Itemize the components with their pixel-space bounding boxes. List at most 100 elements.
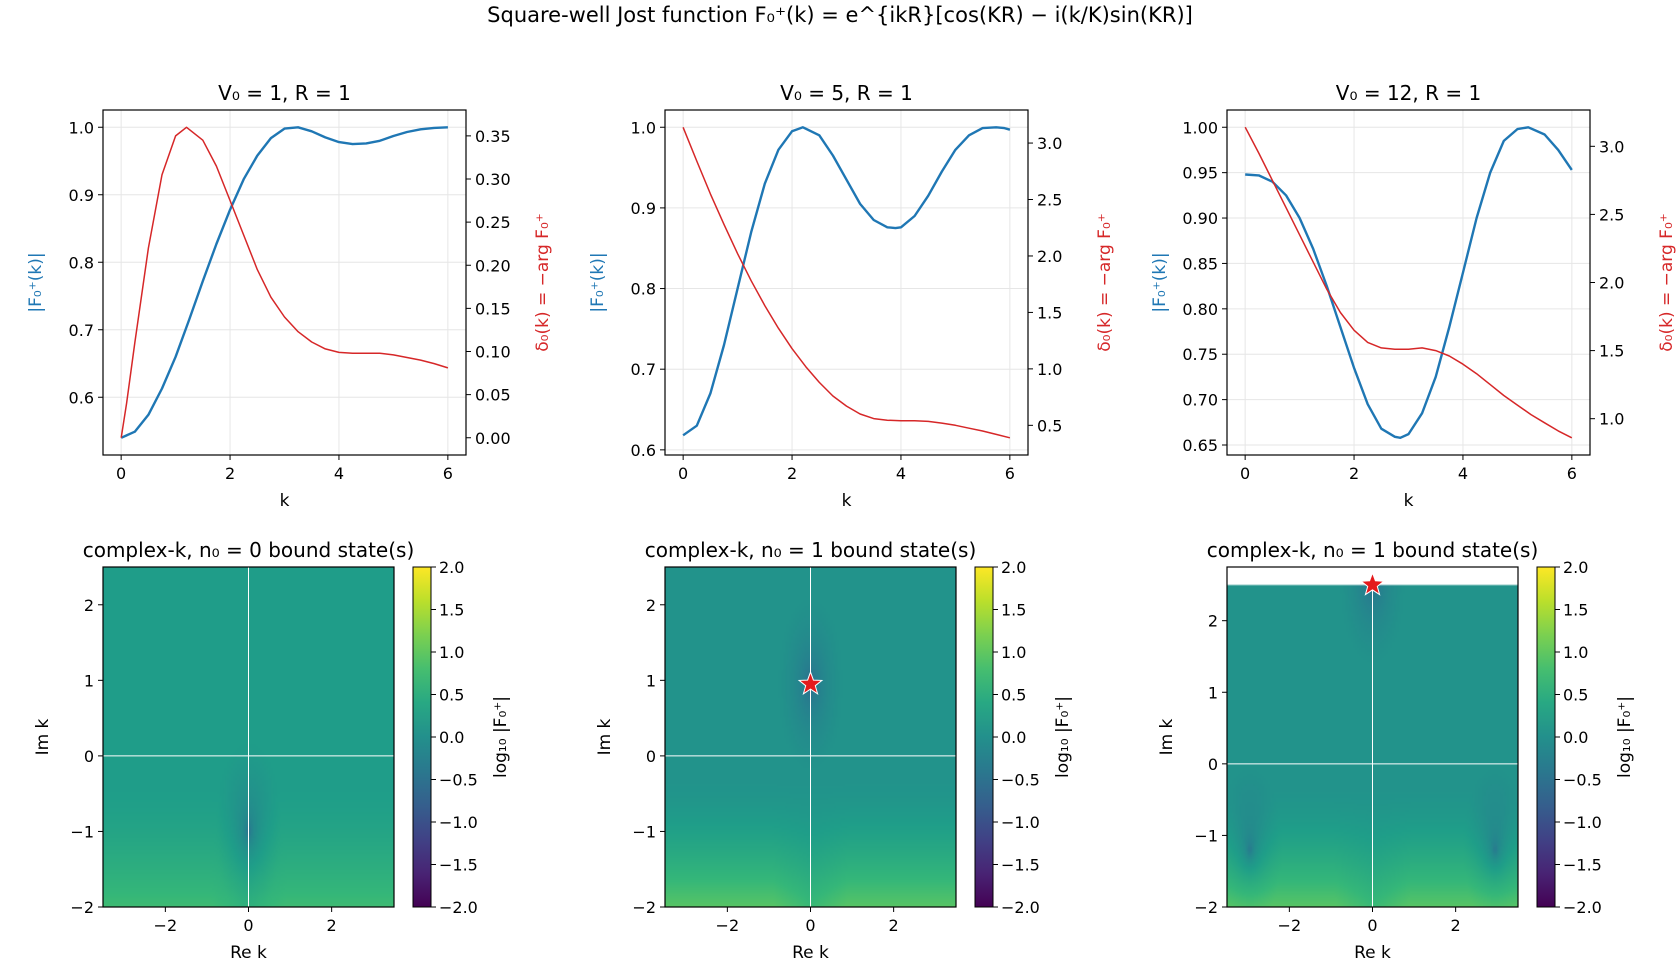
y-right-tick-label: 0.20 bbox=[475, 256, 511, 275]
y-left-tick-label: 0.7 bbox=[631, 360, 656, 379]
x-axis-label: k bbox=[280, 491, 290, 511]
y-right-tick-label: 0.10 bbox=[475, 343, 511, 362]
y-tick-label: 1 bbox=[646, 671, 656, 690]
x-tick-label: 6 bbox=[443, 464, 453, 483]
x-tick-label: 0 bbox=[116, 464, 126, 483]
heatmap-panel-3: −2 0 2 −2 −1 0 1 2 complex-k, n₀ = 1 bound state… bbox=[1157, 538, 1635, 963]
colorbar-tick-label: 1.5 bbox=[1563, 601, 1588, 620]
colorbar-tick-label: 0.0 bbox=[439, 728, 464, 747]
x-tick-label: 0 bbox=[1240, 464, 1250, 483]
colorbar-tick-label: −0.5 bbox=[1563, 771, 1602, 790]
x-tick-label: 2 bbox=[327, 916, 337, 935]
panel-title: V₀ = 1, R = 1 bbox=[218, 81, 351, 105]
bound-state-star-marker bbox=[797, 670, 824, 695]
y-tick-label: 0 bbox=[84, 747, 94, 766]
colorbar-tick-label: −1.5 bbox=[1563, 856, 1602, 875]
colorbar-tick-label: 0.0 bbox=[1001, 728, 1026, 747]
y-left-tick-label: 0.65 bbox=[1182, 436, 1218, 455]
colorbar-tick-label: −0.5 bbox=[439, 771, 478, 790]
phase-line bbox=[1244, 126, 1573, 439]
y-left-tick-label: 0.6 bbox=[69, 388, 94, 407]
y-tick-label: −1 bbox=[1194, 826, 1218, 845]
x-tick-label: −2 bbox=[154, 916, 178, 935]
magnitude-line bbox=[682, 126, 1011, 437]
colorbar-tick-label: −1.0 bbox=[439, 813, 478, 832]
y-tick-label: −2 bbox=[1194, 898, 1218, 917]
x-tick-label: 0 bbox=[243, 916, 253, 935]
line-chart-panel-3: 0 2 4 6 0.65 0.70 0.75 0.80 0.85 0.90 0.95 1.00 1.0 1… bbox=[1150, 81, 1677, 511]
y-left-tick-label: 0.6 bbox=[631, 441, 656, 460]
y-right-tick-label: 0.00 bbox=[475, 429, 511, 448]
colorbar-tick-label: 2.0 bbox=[1563, 558, 1588, 577]
panel-title: V₀ = 12, R = 1 bbox=[1336, 81, 1481, 105]
axes-frame bbox=[102, 109, 467, 456]
colorbar-tick-label: −2.0 bbox=[439, 898, 478, 917]
y-right-tick-label: 3.0 bbox=[1599, 137, 1624, 156]
colorbar-tick-label: 1.0 bbox=[1563, 643, 1588, 662]
axes-frame bbox=[1226, 109, 1591, 456]
x-tick-label: 0 bbox=[678, 464, 688, 483]
y-tick-label: 1 bbox=[84, 671, 94, 690]
y-tick-label: 2 bbox=[646, 596, 656, 615]
y-left-tick-label: 0.8 bbox=[69, 253, 94, 272]
panel-title: complex-k, n₀ = 0 bound state(s) bbox=[83, 538, 415, 562]
colorbar-tick-label: 0.0 bbox=[1563, 728, 1588, 747]
phase-line bbox=[120, 126, 449, 438]
panel-title: complex-k, n₀ = 1 bound state(s) bbox=[645, 538, 977, 562]
y-axis-label: Im k bbox=[595, 718, 615, 755]
x-tick-label: 2 bbox=[1349, 464, 1359, 483]
colorbar bbox=[1536, 566, 1556, 908]
x-axis-label: Re k bbox=[230, 943, 267, 963]
y-tick-label: 0 bbox=[1208, 755, 1218, 774]
y-left-tick-label: 0.9 bbox=[69, 186, 94, 205]
y-right-tick-label: 0.15 bbox=[475, 299, 511, 318]
colorbar-tick-label: −1.5 bbox=[439, 856, 478, 875]
y-right-tick-label: 1.5 bbox=[1599, 342, 1624, 361]
magnitude-line bbox=[1245, 126, 1573, 439]
y-left-tick-label: 0.7 bbox=[69, 321, 94, 340]
y-right-axis-label: δ₀(k) = −arg F₀⁺ bbox=[1095, 213, 1115, 352]
colorbar-tick-label: 0.5 bbox=[1001, 686, 1026, 705]
heatmap-panel-2: −2 0 2 −2 −1 0 1 2 complex-k, n₀ = 1 bound state… bbox=[595, 538, 1073, 963]
colorbar-tick-label: 1.0 bbox=[1001, 643, 1026, 662]
x-axis-label: k bbox=[842, 491, 852, 511]
y-tick-label: −1 bbox=[70, 822, 94, 841]
colorbar-tick-label: 2.0 bbox=[439, 558, 464, 577]
magnitude-line bbox=[120, 126, 448, 439]
colorbar-tick-label: 1.0 bbox=[439, 643, 464, 662]
x-axis-label: Re k bbox=[1354, 943, 1391, 963]
charts-container: 0 2 4 60.60.70.80.91.00.000.050.100.150.200… bbox=[26, 81, 1677, 963]
y-right-tick-label: 1.0 bbox=[1037, 360, 1062, 379]
x-tick-label: 2 bbox=[787, 464, 797, 483]
x-tick-label: 4 bbox=[896, 464, 906, 483]
y-left-tick-label: 0.85 bbox=[1182, 254, 1218, 273]
x-tick-label: 2 bbox=[225, 464, 235, 483]
colorbar-tick-label: 0.5 bbox=[1563, 686, 1588, 705]
x-tick-label: −2 bbox=[716, 916, 740, 935]
phase-line bbox=[682, 127, 1011, 439]
x-tick-label: 6 bbox=[1567, 464, 1577, 483]
y-right-tick-label: 2.0 bbox=[1599, 274, 1624, 293]
y-left-axis-label: |F₀⁺(k)| bbox=[26, 252, 46, 312]
x-tick-label: 4 bbox=[1458, 464, 1468, 483]
panel-title: complex-k, n₀ = 1 bound state(s) bbox=[1207, 538, 1539, 562]
y-left-axis-label: |F₀⁺(k)| bbox=[588, 252, 608, 312]
y-tick-label: −2 bbox=[632, 898, 656, 917]
y-right-tick-label: 2.0 bbox=[1037, 247, 1062, 266]
y-left-tick-label: 0.70 bbox=[1182, 391, 1218, 410]
line-chart-panel-1: 0 2 4 6 0.6 0.7 0.8 0.9 1.0 0.00 0.05 0.10 0.15 0.20 0… bbox=[26, 81, 553, 511]
y-right-tick-label: 0.30 bbox=[475, 170, 511, 189]
y-right-tick-label: 1.5 bbox=[1037, 303, 1062, 322]
colorbar-tick-label: 1.5 bbox=[439, 601, 464, 620]
y-right-axis-label: δ₀(k) = −arg F₀⁺ bbox=[1657, 213, 1677, 352]
x-axis-label: Re k bbox=[792, 943, 829, 963]
y-tick-label: 0 bbox=[646, 747, 656, 766]
y-right-tick-label: 1.0 bbox=[1599, 410, 1624, 429]
y-left-tick-label: 0.9 bbox=[631, 199, 656, 218]
y-axis-label: Im k bbox=[1157, 718, 1177, 755]
colorbar-tick-label: −2.0 bbox=[1001, 898, 1040, 917]
y-left-tick-label: 1.0 bbox=[69, 118, 94, 137]
y-left-tick-label: 1.0 bbox=[631, 118, 656, 137]
y-axis-label: Im k bbox=[33, 718, 53, 755]
